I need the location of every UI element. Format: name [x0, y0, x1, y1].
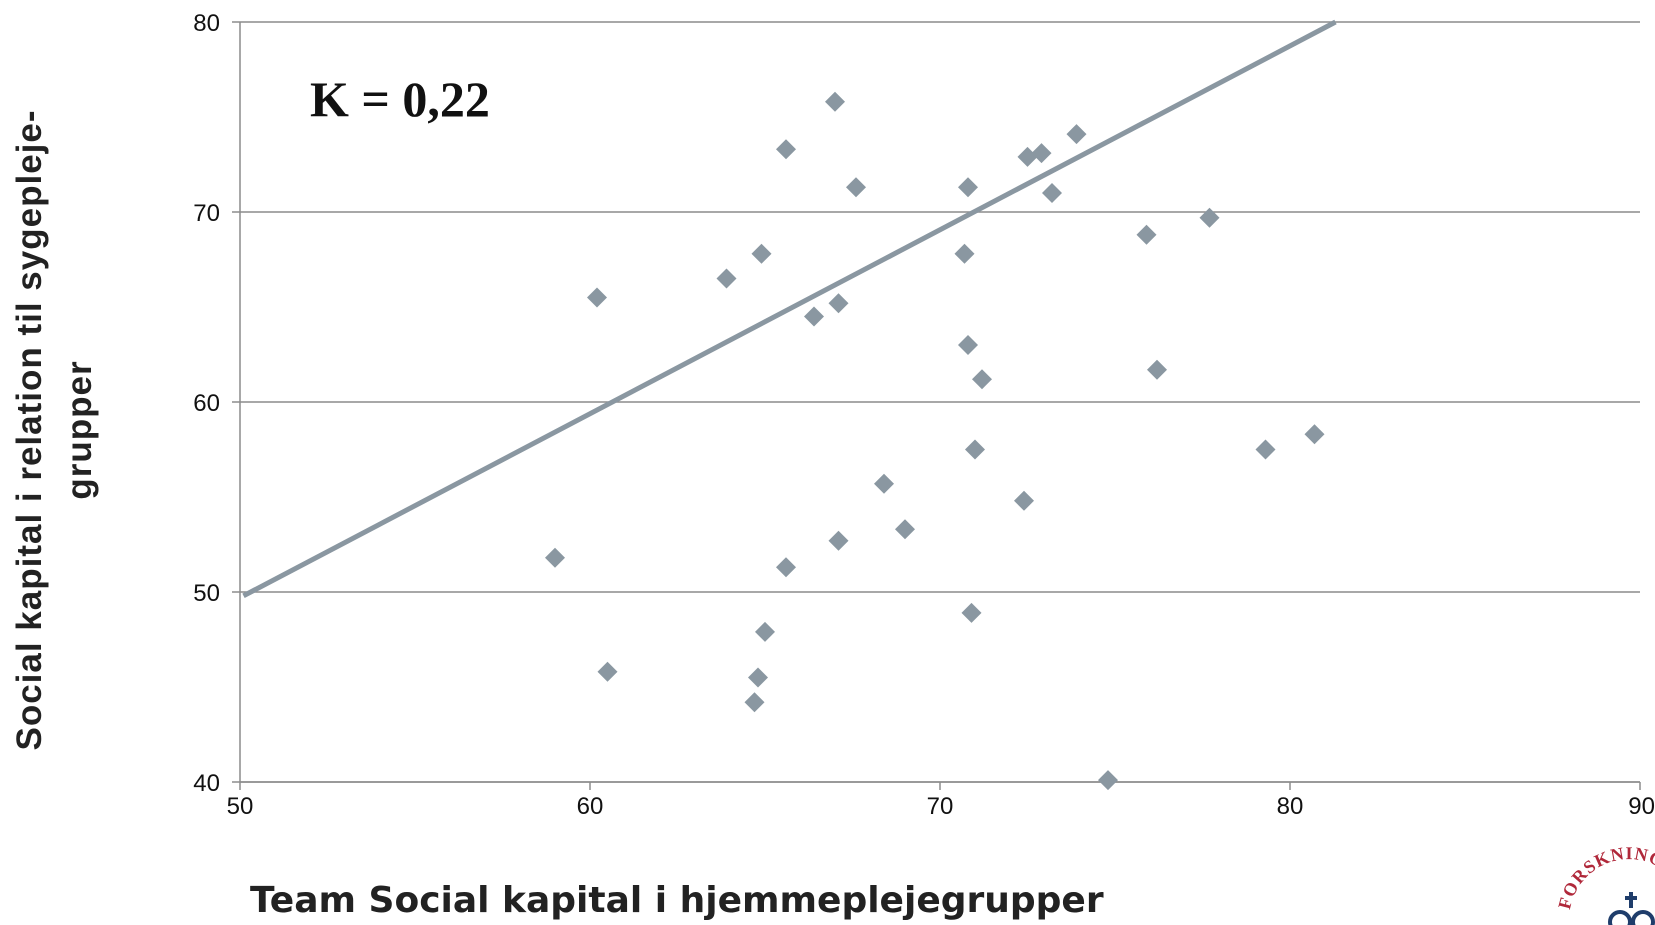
data-point-24	[1014, 490, 1034, 511]
x-tick-label-80: 80	[1277, 793, 1304, 820]
y-tick-label-70: 70	[193, 200, 220, 227]
svg-text:FORSKNINGS: FORSKNINGS	[1540, 840, 1655, 911]
data-point-33	[1255, 439, 1276, 460]
data-point-19	[958, 335, 978, 355]
data-point-5	[744, 692, 765, 713]
gridlines	[240, 21, 1640, 783]
x-tick-label-90: 90	[1628, 793, 1655, 820]
data-point-15	[846, 177, 866, 198]
y-tick-label-60: 60	[193, 390, 220, 417]
data-points	[545, 91, 1325, 791]
data-point-14	[828, 530, 849, 551]
data-point-9	[776, 557, 796, 578]
x-tick-label-50: 50	[227, 793, 254, 820]
data-point-2	[587, 287, 607, 308]
data-point-22	[965, 439, 985, 460]
data-point-34	[1304, 424, 1325, 445]
y-axis-label: Social kapital i relation til sygepleje-…	[10, 109, 99, 751]
data-point-23	[972, 369, 992, 390]
data-point-20	[958, 177, 978, 198]
data-point-16	[874, 473, 894, 494]
data-point-30	[1136, 224, 1157, 245]
crown-icon	[1608, 892, 1655, 925]
data-point-4	[716, 268, 737, 289]
data-point-8	[755, 621, 775, 642]
data-point-28	[1066, 124, 1087, 145]
forsknings-logo: FORSKNINGS	[1540, 840, 1655, 925]
data-point-29	[1098, 770, 1118, 791]
y-tick-label-50: 50	[193, 580, 220, 607]
data-point-27	[1042, 183, 1062, 203]
data-point-31	[1147, 359, 1167, 380]
x-tick-label-60: 60	[577, 793, 604, 820]
data-point-32	[1199, 207, 1220, 228]
y-tick-label-80: 80	[193, 10, 220, 37]
correlation-annotation: K = 0,22	[310, 71, 490, 127]
data-point-3	[597, 661, 618, 682]
trendline-layer	[242, 19, 1337, 599]
logo-lettering: FORSKNINGS	[1540, 840, 1655, 911]
data-point-1	[545, 547, 565, 568]
data-point-12	[825, 91, 845, 112]
data-point-26	[1031, 143, 1052, 164]
data-point-25	[1017, 146, 1038, 167]
data-point-21	[961, 602, 982, 623]
x-tick-label-70: 70	[927, 793, 954, 820]
x-axis-label: Team Social kapital i hjemmeplejegrupper	[250, 880, 1104, 921]
data-point-7	[751, 243, 772, 264]
data-point-13	[828, 293, 849, 314]
tick-labels: 40 50 60 70 80 50 60 70 80 90	[193, 10, 1655, 820]
data-point-18	[954, 243, 975, 264]
trendline	[242, 19, 1337, 599]
y-tick-label-40: 40	[193, 770, 220, 797]
data-point-6	[748, 667, 768, 688]
data-point-17	[895, 519, 915, 540]
data-point-10	[776, 139, 796, 160]
data-point-11	[804, 306, 824, 327]
